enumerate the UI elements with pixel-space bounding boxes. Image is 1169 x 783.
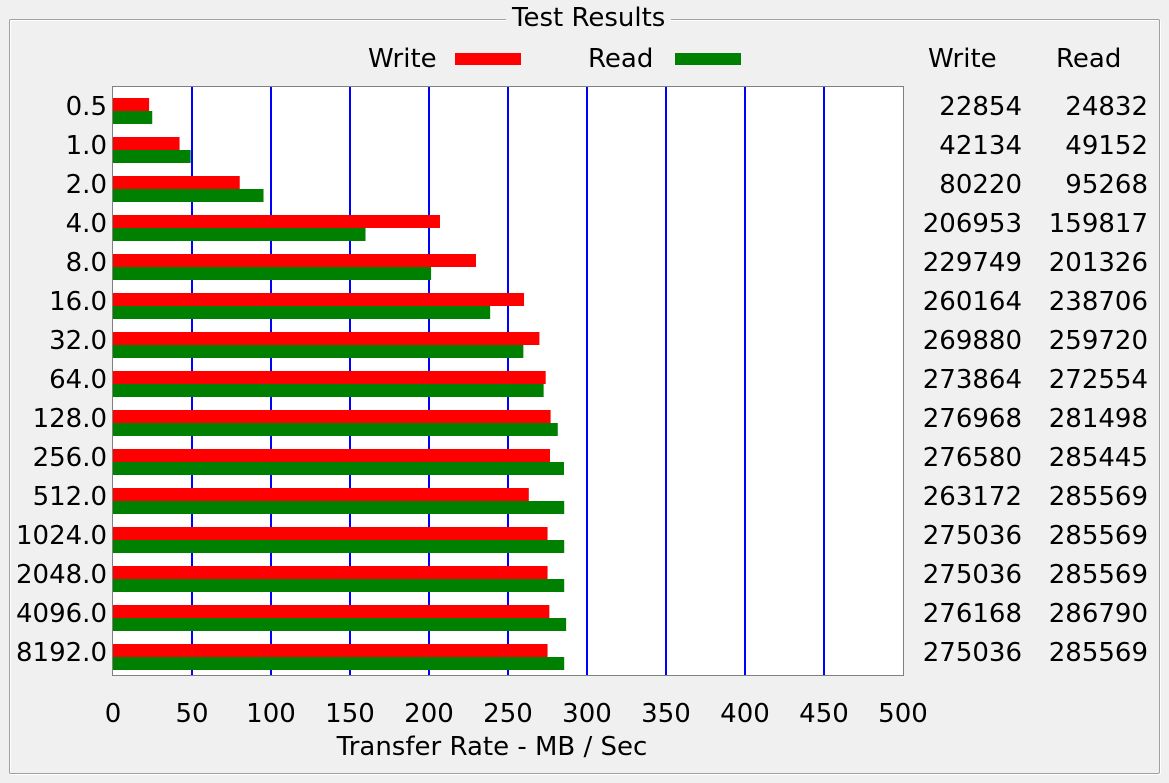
write-value-cell: 260164 bbox=[922, 287, 1022, 317]
category-label: 1024.0 bbox=[16, 521, 107, 551]
read-value-cell: 286790 bbox=[1048, 599, 1148, 629]
read-bar-2.0 bbox=[113, 189, 264, 202]
read-bar-1.0 bbox=[113, 150, 191, 163]
write-column-header: Write bbox=[928, 44, 997, 74]
category-label: 2.0 bbox=[65, 170, 107, 200]
category-label: 0.5 bbox=[65, 92, 107, 122]
category-label: 64.0 bbox=[49, 365, 107, 395]
legend-write-label: Write bbox=[368, 44, 437, 74]
write-bar-2.0 bbox=[113, 176, 240, 189]
write-value-cell: 263172 bbox=[922, 482, 1022, 512]
write-value-cell: 42134 bbox=[939, 131, 1022, 161]
read-value-cell: 159817 bbox=[1048, 209, 1148, 239]
x-tick-label: 250 bbox=[483, 699, 533, 729]
read-bar-16.0 bbox=[113, 306, 491, 319]
read-value-cell: 281498 bbox=[1048, 404, 1148, 434]
plot-area bbox=[112, 86, 904, 676]
bar-chart bbox=[113, 87, 825, 675]
write-value-cell: 275036 bbox=[922, 638, 1022, 668]
write-bar-1024.0 bbox=[113, 527, 548, 540]
read-value-cell: 285569 bbox=[1048, 482, 1148, 512]
read-value-cell: 285569 bbox=[1048, 521, 1148, 551]
x-tick-label: 300 bbox=[562, 699, 612, 729]
category-label: 256.0 bbox=[32, 443, 107, 473]
category-label: 4096.0 bbox=[16, 599, 107, 629]
write-value-cell: 273864 bbox=[922, 365, 1022, 395]
category-label: 512.0 bbox=[32, 482, 107, 512]
read-column-header: Read bbox=[1056, 44, 1122, 74]
write-value-cell: 269880 bbox=[922, 326, 1022, 356]
x-tick-label: 500 bbox=[878, 699, 928, 729]
x-axis-title: Transfer Rate - MB / Sec bbox=[336, 732, 648, 762]
read-value-cell: 201326 bbox=[1048, 248, 1148, 278]
category-label: 128.0 bbox=[32, 404, 107, 434]
write-bar-32.0 bbox=[113, 332, 540, 345]
legend-write-swatch bbox=[455, 53, 521, 65]
read-bar-512.0 bbox=[113, 501, 565, 514]
write-bar-4096.0 bbox=[113, 605, 550, 618]
read-value-cell: 238706 bbox=[1048, 287, 1148, 317]
write-value-cell: 275036 bbox=[922, 560, 1022, 590]
category-label: 8.0 bbox=[65, 248, 107, 278]
x-tick-label: 400 bbox=[720, 699, 770, 729]
read-bar-128.0 bbox=[113, 423, 558, 436]
write-bar-256.0 bbox=[113, 449, 550, 462]
read-bar-8192.0 bbox=[113, 657, 565, 670]
category-label: 32.0 bbox=[49, 326, 107, 356]
category-label: 4.0 bbox=[65, 209, 107, 239]
write-value-cell: 276580 bbox=[922, 443, 1022, 473]
write-bar-8192.0 bbox=[113, 644, 548, 657]
write-value-cell: 80220 bbox=[939, 170, 1022, 200]
write-value-cell: 22854 bbox=[939, 92, 1022, 122]
read-value-cell: 259720 bbox=[1048, 326, 1148, 356]
legend-read-label: Read bbox=[588, 44, 654, 74]
category-label: 8192.0 bbox=[16, 638, 107, 668]
x-tick-label: 200 bbox=[404, 699, 454, 729]
write-value-cell: 206953 bbox=[922, 209, 1022, 239]
read-bar-32.0 bbox=[113, 345, 524, 358]
read-value-cell: 24832 bbox=[1065, 92, 1148, 122]
panel-title: Test Results bbox=[506, 3, 672, 33]
x-tick-label: 350 bbox=[641, 699, 691, 729]
write-bar-8.0 bbox=[113, 254, 477, 267]
read-bar-4096.0 bbox=[113, 618, 567, 631]
read-value-cell: 49152 bbox=[1065, 131, 1148, 161]
category-label: 2048.0 bbox=[16, 560, 107, 590]
x-tick-label: 150 bbox=[325, 699, 375, 729]
category-label: 1.0 bbox=[65, 131, 107, 161]
read-value-cell: 272554 bbox=[1048, 365, 1148, 395]
read-bar-2048.0 bbox=[113, 579, 565, 592]
legend-read-swatch bbox=[675, 53, 741, 65]
read-bar-8.0 bbox=[113, 267, 432, 280]
write-bar-1.0 bbox=[113, 137, 180, 150]
read-bar-4.0 bbox=[113, 228, 366, 241]
write-bar-64.0 bbox=[113, 371, 546, 384]
write-bar-0.5 bbox=[113, 98, 150, 111]
write-bar-2048.0 bbox=[113, 566, 548, 579]
read-value-cell: 285569 bbox=[1048, 638, 1148, 668]
write-bar-16.0 bbox=[113, 293, 525, 306]
read-bar-64.0 bbox=[113, 384, 544, 397]
write-bar-4.0 bbox=[113, 215, 440, 228]
x-tick-label: 100 bbox=[246, 699, 296, 729]
write-bar-128.0 bbox=[113, 410, 551, 423]
write-value-cell: 275036 bbox=[922, 521, 1022, 551]
read-bar-256.0 bbox=[113, 462, 565, 475]
write-value-cell: 229749 bbox=[922, 248, 1022, 278]
read-value-cell: 285569 bbox=[1048, 560, 1148, 590]
read-bar-1024.0 bbox=[113, 540, 565, 553]
write-bar-512.0 bbox=[113, 488, 529, 501]
write-value-cell: 276968 bbox=[922, 404, 1022, 434]
x-tick-label: 0 bbox=[104, 699, 122, 729]
read-value-cell: 95268 bbox=[1065, 170, 1148, 200]
read-bar-0.5 bbox=[113, 111, 153, 124]
x-tick-label: 50 bbox=[175, 699, 209, 729]
category-label: 16.0 bbox=[49, 287, 107, 317]
write-value-cell: 276168 bbox=[922, 599, 1022, 629]
x-tick-label: 450 bbox=[799, 699, 849, 729]
read-value-cell: 285445 bbox=[1048, 443, 1148, 473]
